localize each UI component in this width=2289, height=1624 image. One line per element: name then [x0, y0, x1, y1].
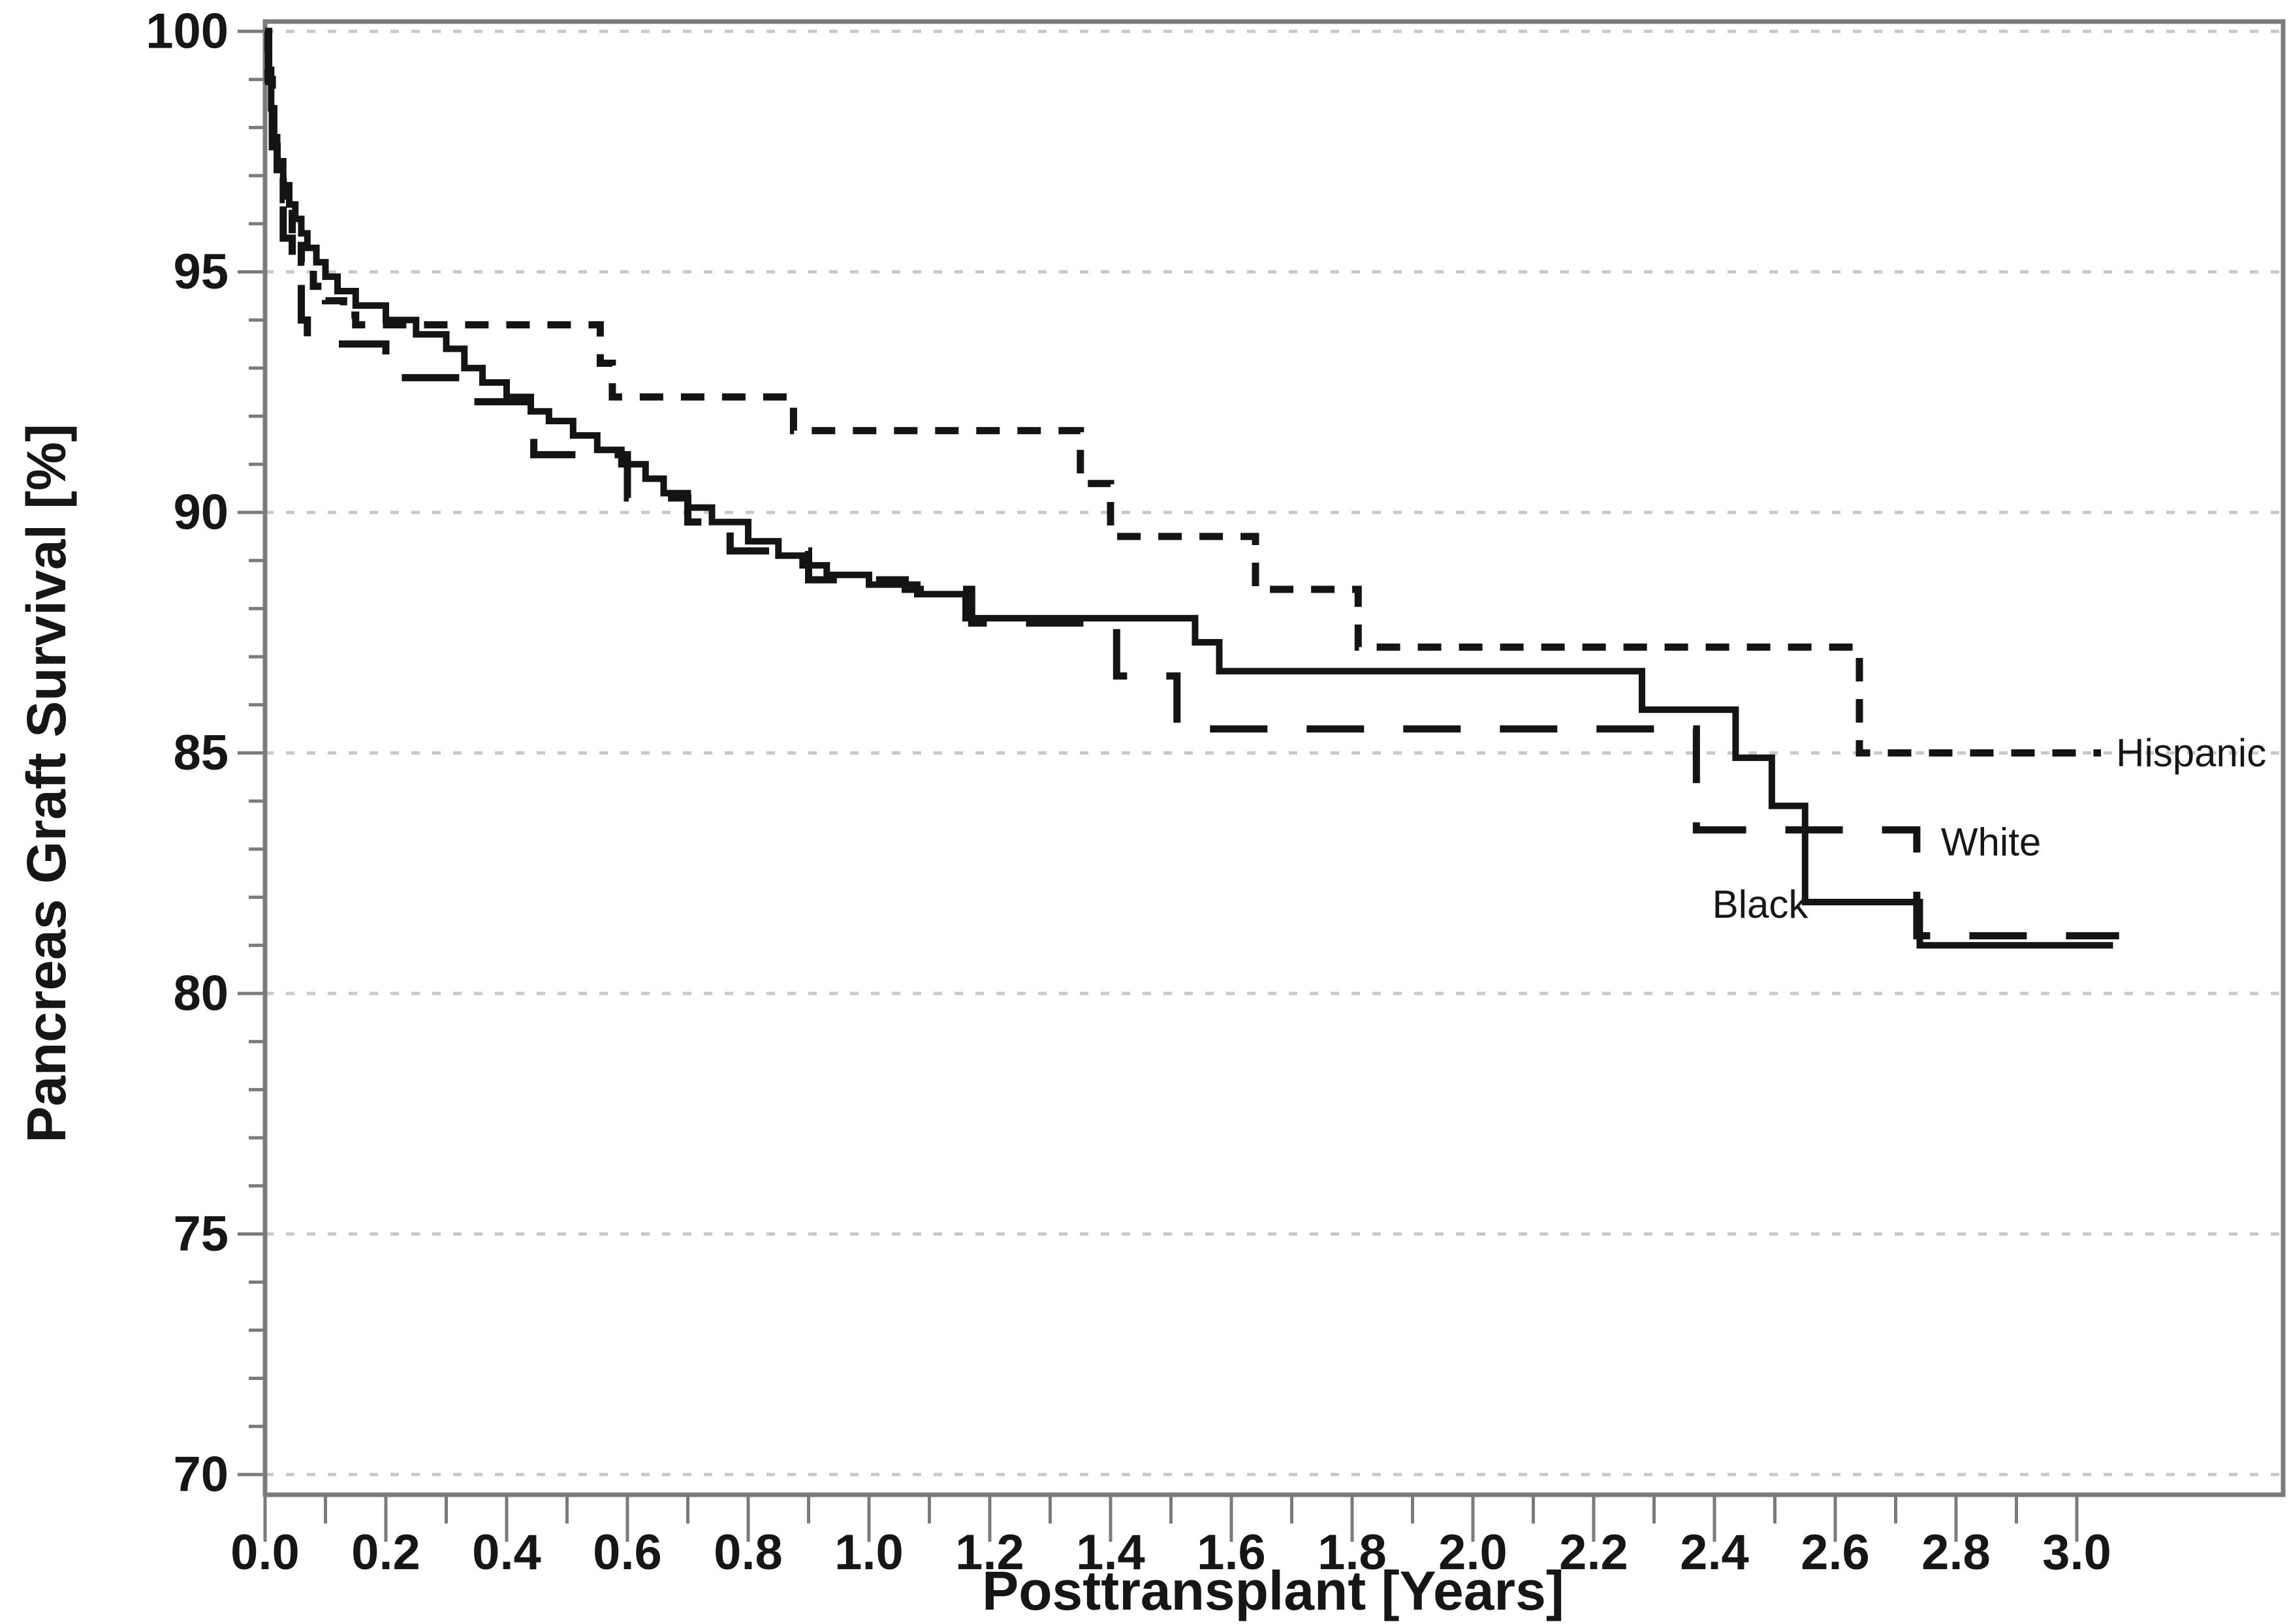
y-axis-title: Pancreas Graft Survival [%]	[16, 424, 77, 1143]
x-tick-label-0.6: 0.6	[593, 1525, 662, 1580]
curve-labels-layer: Black White Hispanic	[1713, 731, 2267, 926]
y-tick-label-85: 85	[173, 725, 229, 781]
x-tick-label-2.6: 2.6	[1801, 1525, 1870, 1580]
curve-label-black: Black	[1713, 882, 1809, 926]
x-tick-label-1.0: 1.0	[834, 1525, 904, 1580]
x-tick-label-1.6: 1.6	[1197, 1525, 1266, 1580]
x-tick-label-0.8: 0.8	[714, 1525, 783, 1580]
x-tick-label-0.4: 0.4	[472, 1525, 541, 1580]
curve-label-white: White	[1941, 820, 2041, 864]
x-tick-label-2.4: 2.4	[1680, 1525, 1749, 1580]
x-tick-label-0.2: 0.2	[351, 1525, 420, 1580]
x-tick-label-2.2: 2.2	[1559, 1525, 1628, 1580]
y-tick-label-75: 75	[173, 1206, 229, 1262]
x-tick-label-1.4: 1.4	[1076, 1525, 1145, 1580]
x-tick-label-2.0: 2.0	[1438, 1525, 1508, 1580]
curve-white	[265, 27, 2119, 940]
ticks-layer	[238, 29, 2079, 1542]
x-tick-label-0.0: 0.0	[230, 1525, 300, 1580]
curve-hispanic	[264, 27, 2101, 757]
x-tick-label-2.8: 2.8	[1921, 1525, 1991, 1580]
x-tick-label-1.8: 1.8	[1318, 1525, 1387, 1580]
y-tick-label-80: 80	[173, 966, 229, 1022]
x-tick-label-1.2: 1.2	[955, 1525, 1024, 1580]
y-tick-label-95: 95	[173, 244, 229, 300]
plot-frame-layer	[262, 19, 2286, 1497]
curve-black	[264, 28, 2113, 949]
x-axis-title: Posttransplant [Years]	[982, 1560, 1564, 1621]
curve-label-hispanic: Hispanic	[2116, 731, 2266, 775]
gridlines-layer	[265, 29, 2283, 1476]
y-tick-label-70: 70	[173, 1447, 229, 1503]
x-tick-label-3.0: 3.0	[2042, 1525, 2111, 1580]
y-tick-label-90: 90	[173, 485, 229, 540]
series-curves-layer	[264, 27, 2119, 949]
y-tick-label-100: 100	[146, 4, 229, 59]
tick-labels-layer: 100 95 90 85 80 75 700.0 0.2 0.4 0.6 0.8 1.0 1.2 1.4 1…	[146, 4, 2111, 1581]
plot-frame	[262, 19, 2286, 1497]
